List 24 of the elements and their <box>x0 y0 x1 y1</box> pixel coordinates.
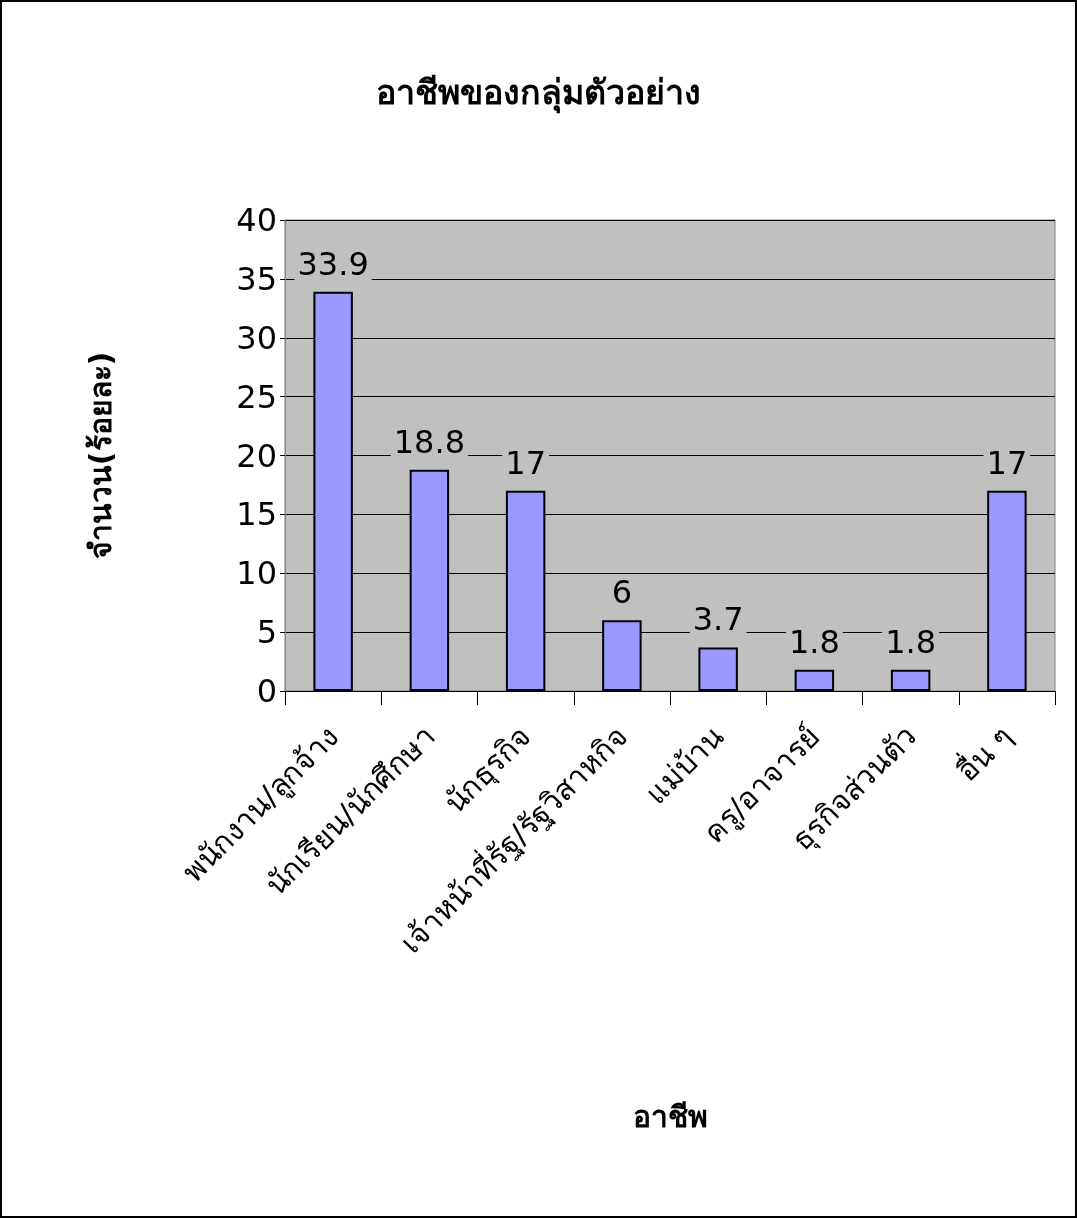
y-tick-label: 15 <box>236 495 277 534</box>
y-tick-label: 10 <box>236 554 277 593</box>
data-label: 1.8 <box>885 622 937 661</box>
chart-title: อาชีพของกลุ่มตัวอย่าง <box>376 72 701 114</box>
bar <box>698 647 738 691</box>
y-tick-label: 40 <box>236 201 277 239</box>
y-tick-label: 20 <box>236 436 277 475</box>
bar <box>890 669 931 691</box>
x-axis-title: อาชีพ <box>632 1098 708 1134</box>
bar <box>794 669 835 691</box>
data-label: 18.8 <box>393 422 465 461</box>
data-label: 17 <box>986 443 1028 482</box>
data-label: 1.8 <box>788 622 840 661</box>
y-axis-title: จำนวน(ร้อยละ) <box>82 351 118 560</box>
data-label: 3.7 <box>692 600 744 639</box>
x-tick-label: อื่น ๆ <box>947 716 1020 789</box>
y-tick-label: 5 <box>256 613 277 652</box>
data-label: 33.9 <box>297 244 369 283</box>
y-tick-label: 30 <box>236 318 277 357</box>
data-label: 6 <box>611 573 633 612</box>
data-label: 17 <box>505 443 546 482</box>
y-tick-label: 0 <box>256 672 277 710</box>
y-tick-label: 35 <box>236 259 277 298</box>
y-tick-label: 25 <box>236 377 277 416</box>
